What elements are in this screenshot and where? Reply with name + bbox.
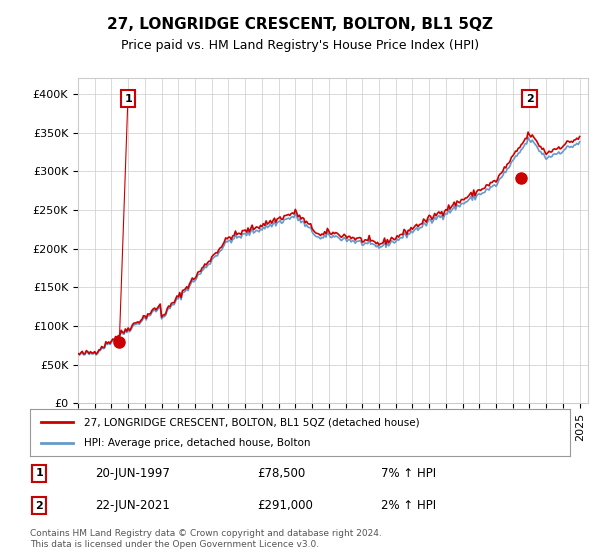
Text: £291,000: £291,000 <box>257 499 313 512</box>
Text: 2: 2 <box>526 94 533 104</box>
Text: £78,500: £78,500 <box>257 467 305 480</box>
Text: Contains HM Land Registry data © Crown copyright and database right 2024.
This d: Contains HM Land Registry data © Crown c… <box>30 529 382 549</box>
Text: 27, LONGRIDGE CRESCENT, BOLTON, BL1 5QZ: 27, LONGRIDGE CRESCENT, BOLTON, BL1 5QZ <box>107 17 493 32</box>
Text: 7% ↑ HPI: 7% ↑ HPI <box>381 467 436 480</box>
Text: 2% ↑ HPI: 2% ↑ HPI <box>381 499 436 512</box>
Text: 1: 1 <box>124 94 132 104</box>
Text: 27, LONGRIDGE CRESCENT, BOLTON, BL1 5QZ (detached house): 27, LONGRIDGE CRESCENT, BOLTON, BL1 5QZ … <box>84 417 419 427</box>
Text: 2: 2 <box>35 501 43 511</box>
Text: 22-JUN-2021: 22-JUN-2021 <box>95 499 170 512</box>
Text: 1: 1 <box>35 468 43 478</box>
Text: 20-JUN-1997: 20-JUN-1997 <box>95 467 170 480</box>
Text: HPI: Average price, detached house, Bolton: HPI: Average price, detached house, Bolt… <box>84 438 311 448</box>
Text: Price paid vs. HM Land Registry's House Price Index (HPI): Price paid vs. HM Land Registry's House … <box>121 39 479 52</box>
